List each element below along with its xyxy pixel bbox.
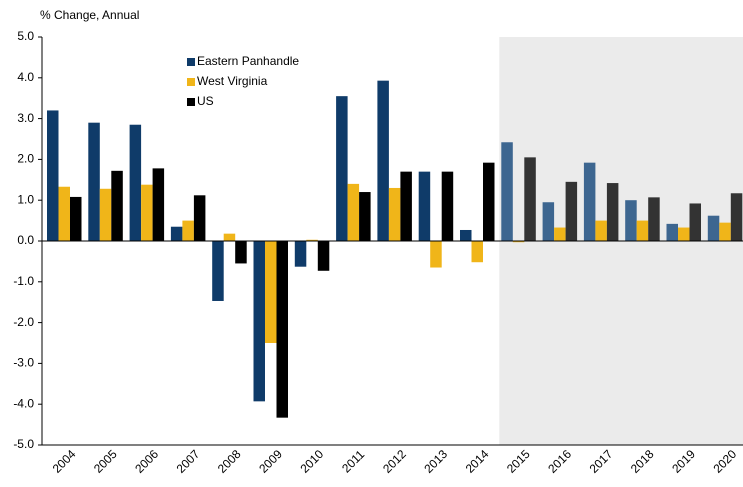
y-tick-label: -5.0 <box>13 437 34 451</box>
bar <box>359 192 371 241</box>
bar <box>418 171 431 241</box>
bar <box>625 200 637 241</box>
bar <box>707 215 720 241</box>
bar <box>294 241 307 267</box>
legend-label: Eastern Panhandle <box>197 54 299 68</box>
bar <box>666 223 678 241</box>
bar <box>152 168 165 241</box>
bar <box>70 196 82 241</box>
legend-label: West Virginia <box>197 74 268 88</box>
bar <box>235 241 247 264</box>
bar <box>678 227 690 241</box>
x-tick-label: 2009 <box>256 447 285 476</box>
x-tick-label: 2016 <box>545 447 574 476</box>
bar <box>554 227 566 241</box>
bar <box>212 241 224 301</box>
bar <box>730 193 743 241</box>
x-tick-label: 2010 <box>297 447 326 476</box>
y-tick-label: 1.0 <box>17 192 34 206</box>
legend-swatch <box>187 78 195 86</box>
bar <box>388 187 401 241</box>
bar <box>636 220 649 241</box>
bar <box>689 203 701 241</box>
bar <box>276 241 288 418</box>
bar <box>129 124 142 241</box>
legend-swatch <box>187 58 195 66</box>
x-tick-label: 2017 <box>587 447 616 476</box>
bar <box>306 239 318 241</box>
bar <box>565 181 578 241</box>
bar <box>460 229 472 241</box>
x-tick-label: 2008 <box>215 447 244 476</box>
bar <box>583 162 596 241</box>
bar <box>400 171 412 241</box>
bar <box>377 80 389 241</box>
bar <box>512 241 525 243</box>
x-tick-label: 2015 <box>504 447 533 476</box>
y-tick-label: 5.0 <box>17 29 34 43</box>
bar <box>317 241 330 271</box>
x-tick-label: 2018 <box>628 447 657 476</box>
bar <box>336 96 348 241</box>
bar <box>111 170 123 241</box>
bar <box>193 195 206 241</box>
bar <box>170 226 183 241</box>
foreground: -5.0 -4.0 -3.0 -2.0 -1.0 0.0 1.0 2.0 3.0 4.0 5.0 20… <box>13 29 743 476</box>
bar <box>719 222 731 241</box>
bar <box>542 202 555 241</box>
bar <box>88 122 100 241</box>
x-tick-label: 2019 <box>669 447 698 476</box>
bar <box>430 241 442 268</box>
bar <box>483 162 495 241</box>
bar <box>182 220 194 241</box>
y-tick-label: 4.0 <box>17 70 34 84</box>
bar <box>471 241 483 263</box>
x-tick-label: 2006 <box>132 447 161 476</box>
bar <box>501 142 513 241</box>
x-tick-label: 2005 <box>91 447 120 476</box>
bar <box>524 157 536 241</box>
y-tick-label: 3.0 <box>17 111 34 125</box>
x-tick-label: 2011 <box>339 447 367 475</box>
bar <box>223 233 236 241</box>
bars <box>47 80 743 418</box>
bar <box>58 186 70 241</box>
y-tick-label: -2.0 <box>13 315 34 329</box>
y-tick-label: -4.0 <box>13 396 34 410</box>
bar <box>99 188 112 241</box>
y-tick-label: 0.0 <box>17 233 34 247</box>
bar <box>253 241 265 402</box>
bar <box>648 197 660 241</box>
x-tick-label: 2013 <box>421 447 450 476</box>
bar <box>47 110 59 241</box>
y-tick-label: 2.0 <box>17 152 34 166</box>
x-tick-label: 2012 <box>380 447 409 476</box>
x-tick-label: 2014 <box>463 447 492 476</box>
bar <box>347 183 360 241</box>
bar <box>265 241 277 343</box>
bar <box>595 220 607 241</box>
legend-label: US <box>197 94 214 108</box>
bar <box>606 183 619 241</box>
x-tick-label: 2007 <box>174 447 203 476</box>
y-tick-label: -3.0 <box>13 356 34 370</box>
bar <box>141 184 153 241</box>
legend-swatch <box>187 98 195 106</box>
y-tick-label: -1.0 <box>13 274 34 288</box>
x-tick-label: 2004 <box>50 447 79 476</box>
x-tick-label: 2020 <box>710 447 739 476</box>
bar <box>441 171 454 241</box>
y-axis-label: % Change, Annual <box>40 8 139 22</box>
